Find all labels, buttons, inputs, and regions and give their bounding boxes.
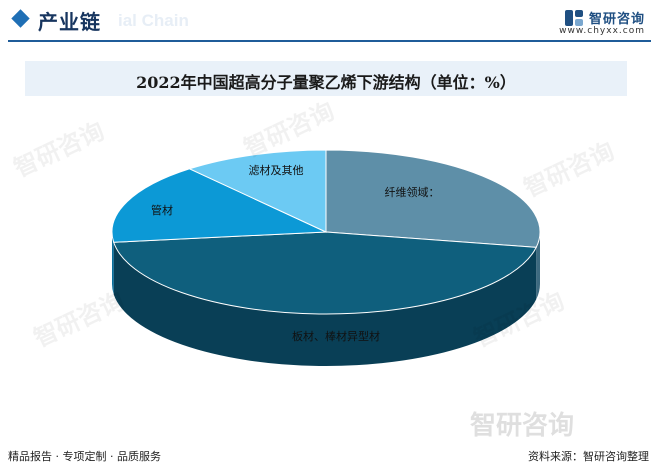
footer-tagline: 精品报告 · 专项定制 · 品质服务 — [8, 450, 161, 463]
pie-label-0: 纤维领域： — [385, 186, 440, 199]
pie-side-1 — [113, 242, 537, 366]
section-title-ghost: ial Chain — [118, 11, 189, 30]
brand-url: www.chyxx.com — [559, 25, 645, 36]
pie-label-1: 板材、棒材异型材 — [292, 329, 380, 343]
pie-slice-1 — [113, 231, 537, 315]
pie-side-0 — [536, 232, 540, 300]
brand-logo-icon — [564, 9, 583, 26]
pie-slice-0 — [325, 149, 541, 248]
pie-label-2: 管材 — [151, 203, 173, 217]
chart-title: 2022年中国超高分子量聚乙烯下游结构（单位：%） — [136, 73, 516, 92]
pie-side-2 — [112, 232, 114, 295]
brand-name: 智研咨询 — [588, 12, 645, 27]
pie-label-3: 滤材及其他 — [249, 163, 304, 177]
watermark: 智研咨询 — [470, 411, 575, 441]
footer-source: 资料来源：智研咨询整理 — [528, 450, 649, 463]
pie-slice-2 — [111, 168, 327, 243]
section-title: 产业链 — [38, 10, 101, 34]
header-divider — [8, 40, 651, 42]
page-header: ial Chain 产业链 智研咨询 www.chyxx.com — [0, 0, 659, 44]
pie-slice-3 — [188, 149, 327, 233]
brand: 智研咨询 www.chyxx.com — [559, 7, 645, 36]
chart-title-band: 2022年中国超高分子量聚乙烯下游结构（单位：%） — [25, 61, 627, 96]
